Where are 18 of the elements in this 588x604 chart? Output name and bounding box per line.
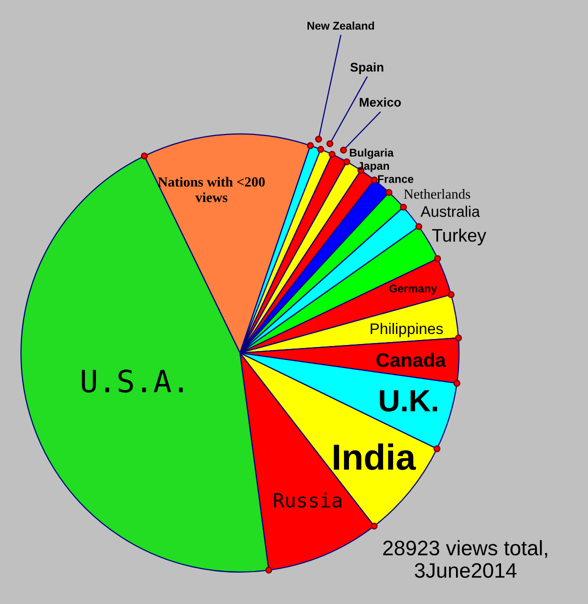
slice-label: Philippines — [370, 322, 443, 338]
text: 28923 views total, 3June2014 — [383, 540, 548, 578]
slice-label: Canada — [376, 352, 446, 367]
slice-label: India — [334, 443, 416, 470]
slice-label: Mexico — [360, 98, 401, 107]
slice-label: Spain — [350, 62, 384, 74]
slice-label: Nations with <200 views — [158, 176, 265, 202]
slice-label: Netherlands — [404, 189, 470, 199]
slice-label: Germany — [389, 284, 438, 295]
slice-label: Bulgaria — [350, 148, 394, 159]
slice-label: New Zealand — [308, 22, 374, 30]
slice-label: France — [378, 175, 414, 183]
slice-label: U.S.A. — [82, 369, 183, 393]
slice-label: Turkey — [432, 228, 486, 246]
slice-label: Russia — [274, 492, 342, 508]
slice-label: U.K. — [380, 390, 438, 412]
slice-label: Australia — [420, 206, 480, 217]
legend-label: Japan — [358, 162, 389, 172]
